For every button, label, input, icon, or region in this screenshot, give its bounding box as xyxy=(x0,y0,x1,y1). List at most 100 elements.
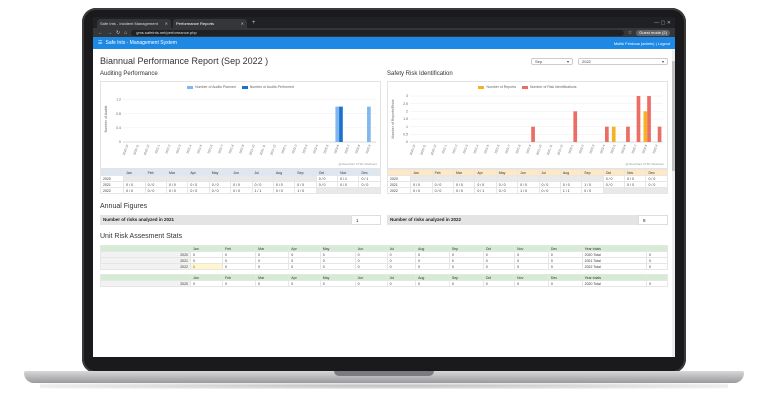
safety-xtick-label: 2022-4 xyxy=(599,144,606,154)
table-row: 2022 1 0 0 0 0 0 0 0 0 0 0 0 2022 Total 0 xyxy=(100,263,668,270)
legend-performed[interactable]: Number of Audits Performed xyxy=(241,85,294,89)
unit-cell: 0 xyxy=(448,280,484,287)
unit-cell: 0 xyxy=(222,263,257,270)
safety-bar-1-21[interactable] xyxy=(636,96,641,142)
unit-cell: 0 xyxy=(547,280,583,287)
safety-bar-1-18[interactable] xyxy=(605,126,609,142)
table-cell: 0 / 0 xyxy=(495,187,519,194)
table-cell: 0 / 0 xyxy=(452,187,476,194)
page-header: Biannual Performance Report (Sep 2022 ) … xyxy=(100,53,668,69)
audit-xtick-label: 2022-1 xyxy=(280,144,287,154)
window-controls[interactable]: — ▢ ✕ xyxy=(654,20,671,26)
safety-ytick-label: 0.5 xyxy=(403,133,408,137)
scrollbar-thumb[interactable] xyxy=(672,61,675,171)
unit-cell: 0 xyxy=(514,280,549,287)
unit-cell: 0 xyxy=(386,263,417,270)
unit-stats-table-2: Jan Feb Mar Apr May Jun Jul Aug Sep Oct Nov Dec Year… xyxy=(100,274,668,287)
annual-figure-2022-label: Number of risks analyzed in 2022 xyxy=(387,215,638,225)
safety-ytick-label: 1 xyxy=(406,125,408,129)
audit-ytick-label: 0.4 xyxy=(116,126,121,130)
chevron-down-icon: ▾ xyxy=(661,58,664,64)
unit-cell: 0 xyxy=(255,280,290,287)
audit-xtick-label: 2021-5 xyxy=(196,144,203,154)
annual-figure-2021-value: 1 xyxy=(351,215,381,225)
close-icon[interactable]: ✕ xyxy=(240,21,244,26)
star-icon[interactable]: ☆ xyxy=(627,29,633,36)
user-menu[interactable]: Mullik Ferdous (admin) | Logout xyxy=(613,40,670,46)
safety-bar-0-19[interactable] xyxy=(611,126,616,142)
safety-xtick-label: 2021-4 xyxy=(473,144,480,154)
safety-bar-1-23[interactable] xyxy=(657,126,662,142)
safety-bar-0-22[interactable] xyxy=(643,111,648,142)
browser-tab-1[interactable]: Safe Ints - Incident Management ✕ xyxy=(97,19,171,28)
audit-xtick-label: 2021-11 xyxy=(259,144,267,156)
annual-figures-title: Annual Figures xyxy=(100,203,148,210)
safety-ytick-label: 2.5 xyxy=(403,102,408,106)
unit-cell: 0 xyxy=(319,263,356,270)
legend-risks-label: Number of Risk Identifications xyxy=(530,85,577,89)
table-cell: 0 / 0 xyxy=(410,187,433,194)
table-cell xyxy=(315,187,339,194)
unit-cell: 0 xyxy=(547,263,583,270)
audit-ytick-label: 0 xyxy=(119,140,121,144)
unit-cell: 0 xyxy=(514,263,549,270)
year-select[interactable]: 2022 ▾ xyxy=(578,57,668,65)
audit-xtick-label: 2022-4 xyxy=(312,144,319,154)
auditing-legend: Number of Audits Planned Number of Audit… xyxy=(101,85,380,89)
table-cell xyxy=(645,187,668,194)
audit-bar-0-23[interactable] xyxy=(367,106,371,142)
table-cell: 0 / 0 xyxy=(123,187,146,194)
month-select-value: Sep xyxy=(535,58,543,64)
unit-total-value: 0 xyxy=(646,263,668,270)
table-cell xyxy=(337,187,360,194)
audit-xtick-label: 2022-2 xyxy=(291,144,298,154)
forward-icon[interactable]: → xyxy=(107,29,112,36)
unit-cell: 0 xyxy=(255,263,290,270)
app-navbar: ☰ Safe Ints - Management System Mullik F… xyxy=(93,37,675,49)
menu-icon[interactable]: ☰ xyxy=(98,40,103,46)
table-row-year: 2022 xyxy=(386,187,412,194)
safety-xtick-label: 2022-3 xyxy=(588,144,595,154)
audit-bar-1-20[interactable] xyxy=(339,106,343,142)
safety-bar-1-20[interactable] xyxy=(626,126,630,142)
address-bar: ← → ↻ ⌂ gms.safeints.net/performance.php… xyxy=(93,28,675,37)
home-icon[interactable]: ⌂ xyxy=(124,29,128,36)
safety-xtick-label: 2022-2 xyxy=(578,144,585,154)
legend-planned[interactable]: Number of Audits Planned xyxy=(187,85,236,89)
table-cell: 0 / 0 xyxy=(165,187,189,194)
safety-xtick-label: 2021-9 xyxy=(525,144,532,154)
back-icon[interactable]: ← xyxy=(98,29,103,36)
browser-tab-2[interactable]: Performance Reports ✕ xyxy=(173,19,247,28)
table-cell xyxy=(602,187,626,194)
laptop-base xyxy=(24,371,744,383)
audit-xtick-label: 2021-12 xyxy=(269,144,277,156)
tab-1-label: Safe Ints - Incident Management xyxy=(100,21,158,26)
safety-ytick-label: 1.5 xyxy=(403,117,408,121)
safety-chart-svg: Number of Reports/Risks 0 0.5 1 1.5 2 2.5 3 2020… xyxy=(391,94,663,156)
safety-bar-1-22[interactable] xyxy=(647,96,651,142)
month-select[interactable]: Sep ▾ xyxy=(531,57,573,65)
safety-legend: Number of Reports Number of Risk Identif… xyxy=(388,85,667,89)
audit-xtick-label: 2020-12 xyxy=(143,144,151,156)
new-tab-button[interactable]: + xyxy=(252,20,256,26)
close-icon[interactable]: ✕ xyxy=(164,21,168,26)
legend-reports[interactable]: Number of Reports xyxy=(478,85,516,89)
app-brand[interactable]: Safe Ints - Management System xyxy=(105,40,177,46)
legend-planned-label: Number of Audits Planned xyxy=(195,85,236,89)
table-cell: 0 / 0 xyxy=(208,187,232,194)
guest-mode-badge[interactable]: Guest mode (2) xyxy=(636,29,670,36)
legend-risks[interactable]: Number of Risk Identifications xyxy=(522,85,577,89)
safety-xtick-label: 2022-7 xyxy=(631,144,638,154)
url-input[interactable]: gms.safeints.net/performance.php xyxy=(131,29,624,36)
unit-cell: 0 xyxy=(354,280,388,287)
audit-xtick-label: 2022-9 xyxy=(365,144,372,154)
safety-bar-1-11[interactable] xyxy=(531,126,535,142)
table-cell: 0 / 0 xyxy=(538,187,561,194)
safety-bar-1-15[interactable] xyxy=(573,111,578,142)
page-scrollbar[interactable] xyxy=(672,49,675,357)
audit-xtick-label: 2021-6 xyxy=(207,144,214,154)
audit-bar-0-20[interactable] xyxy=(335,106,340,142)
unit-cell: 0 xyxy=(482,280,516,287)
reload-icon[interactable]: ↻ xyxy=(116,29,121,36)
audit-xtick-label: 2021-1 xyxy=(154,144,161,154)
